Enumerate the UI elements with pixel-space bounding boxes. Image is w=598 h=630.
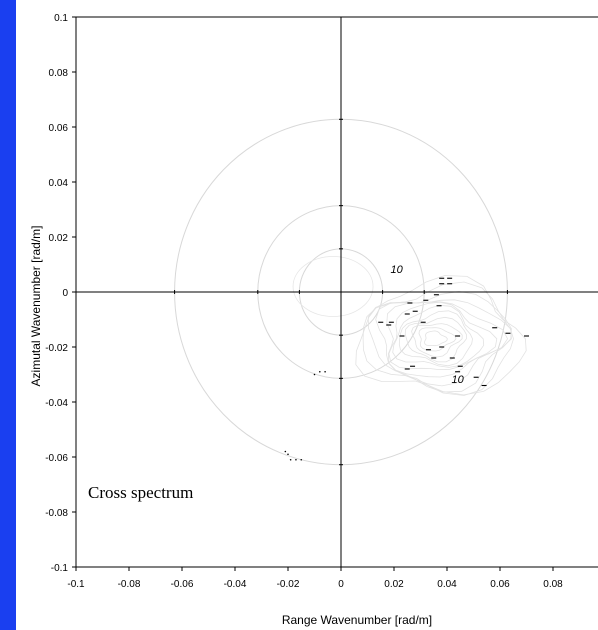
y-tick-label: 0.08 [49, 68, 69, 79]
y-tick-label: 0.06 [49, 123, 69, 134]
contour-line [424, 330, 448, 347]
y-tick-label: 0.04 [49, 178, 69, 189]
contour-line [375, 299, 512, 387]
x-tick-label: 0.08 [543, 579, 563, 590]
contour-line [404, 316, 467, 363]
x-tick-label: 0.02 [384, 579, 404, 590]
cross-spectrum-annotation: Cross spectrum [88, 483, 193, 502]
y-tick-label: -0.02 [45, 343, 68, 354]
y-tick-label: -0.06 [45, 453, 68, 464]
contour-dot [284, 450, 287, 453]
contour-line [386, 301, 509, 378]
contour-label: 10 [451, 374, 464, 386]
contour-dot [324, 370, 326, 373]
x-tick-label: -0.06 [171, 579, 194, 590]
x-tick-label: 0.06 [490, 579, 510, 590]
contour-line [367, 290, 512, 393]
contour-label: 10 [391, 264, 404, 276]
contour-line [292, 256, 374, 317]
spectrum-contours [284, 256, 529, 461]
y-tick-label: -0.1 [51, 563, 69, 574]
x-tick-label: -0.02 [277, 579, 300, 590]
contour-line [355, 275, 527, 396]
contour-labels: 10 10 [391, 264, 465, 386]
x-tick-label: 0.04 [437, 579, 457, 590]
contour-dot [287, 453, 289, 456]
contour-line [398, 310, 473, 367]
x-tick-label: -0.08 [118, 579, 141, 590]
contour-line [362, 281, 514, 396]
tick-labels: -0.1 -0.08 -0.06 -0.04 -0.02 0 0.02 0.04 0.06 0.0… [45, 13, 563, 590]
contour-dot [319, 370, 321, 373]
y-tick-label: 0.1 [54, 13, 68, 24]
axes [72, 16, 598, 571]
y-tick-label: 0 [62, 288, 68, 299]
contour-line [411, 323, 463, 358]
chart-panel: -0.1 -0.08 -0.06 -0.04 -0.02 0 0.02 0.04 0.06 0.0… [16, 0, 598, 630]
y-tick-label: -0.08 [45, 508, 68, 519]
contour-dot [313, 373, 316, 376]
x-tick-label: -0.1 [67, 579, 85, 590]
contour-dot [289, 458, 292, 461]
y-tick-label: 0.02 [49, 233, 69, 244]
contour-line [418, 327, 457, 352]
x-tick-label: 0 [338, 579, 344, 590]
contour-dot [300, 458, 303, 461]
x-axis-label: Range Wavenumber [rad/m] [282, 613, 432, 627]
y-tick-label: -0.04 [45, 398, 68, 409]
x-tick-label: -0.04 [224, 579, 247, 590]
contour-dot [295, 458, 297, 461]
y-axis-label: Azimutal Wavenumber [rad/m] [29, 226, 43, 387]
cross-spectrum-chart: -0.1 -0.08 -0.06 -0.04 -0.02 0 0.02 0.04 0.06 0.0… [29, 13, 598, 627]
